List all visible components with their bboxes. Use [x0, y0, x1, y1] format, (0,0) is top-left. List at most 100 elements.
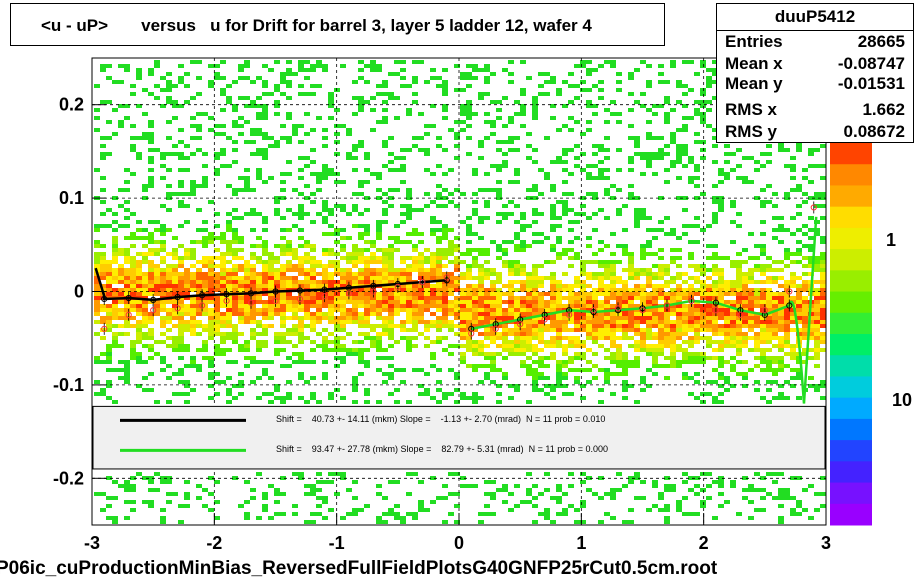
heatmap-cell [484, 316, 490, 320]
heatmap-cell [742, 372, 748, 376]
profile-point [174, 305, 181, 312]
heatmap-cell [820, 492, 826, 496]
heatmap-cell [706, 68, 712, 72]
heatmap-cell [532, 352, 538, 356]
heatmap-cell [154, 96, 160, 100]
heatmap-cell [118, 368, 124, 372]
heatmap-cell [286, 80, 292, 84]
heatmap-cell [790, 344, 796, 348]
heatmap-cell [202, 236, 208, 240]
heatmap-cell [202, 244, 208, 248]
heatmap-cell [106, 504, 112, 508]
heatmap-cell [130, 352, 136, 356]
heatmap-cell [706, 84, 712, 88]
heatmap-cell [772, 192, 778, 196]
heatmap-cell [640, 292, 646, 296]
heatmap-cell [712, 136, 718, 140]
heatmap-cell [538, 376, 544, 380]
heatmap-cell [736, 312, 742, 316]
heatmap-cell [496, 196, 502, 200]
heatmap-cell [688, 476, 694, 480]
heatmap-cell [526, 492, 532, 496]
heatmap-cell [412, 312, 418, 316]
heatmap-cell [658, 284, 664, 288]
heatmap-cell [400, 296, 406, 300]
heatmap-cell [448, 312, 454, 316]
heatmap-cell [214, 300, 220, 304]
heatmap-cell [262, 104, 268, 108]
heatmap-cell [694, 132, 700, 136]
heatmap-cell [418, 288, 424, 292]
heatmap-cell [178, 128, 184, 132]
heatmap-cell [346, 308, 352, 312]
heatmap-cell [820, 236, 826, 240]
heatmap-cell [646, 268, 652, 272]
heatmap-cell [724, 160, 730, 164]
heatmap-cell [520, 92, 526, 96]
heatmap-cell [166, 72, 172, 76]
heatmap-cell [628, 476, 634, 480]
heatmap-cell [508, 332, 514, 336]
heatmap-cell [454, 472, 460, 476]
heatmap-cell [382, 296, 388, 300]
heatmap-cell [136, 136, 142, 140]
heatmap-cell [712, 288, 718, 292]
heatmap-cell [466, 344, 472, 348]
heatmap-cell [580, 284, 586, 288]
heatmap-cell [814, 340, 820, 344]
heatmap-cell [172, 248, 178, 252]
heatmap-cell [202, 300, 208, 304]
heatmap-cell [418, 240, 424, 244]
heatmap-cell [610, 284, 616, 288]
heatmap-cell [190, 264, 196, 268]
heatmap-cell [454, 204, 460, 208]
heatmap-cell [244, 516, 250, 520]
heatmap-cell [280, 136, 286, 140]
heatmap-cell [238, 504, 244, 508]
heatmap-cell [790, 496, 796, 500]
heatmap-cell [196, 76, 202, 80]
heatmap-cell [376, 188, 382, 192]
heatmap-cell [814, 320, 820, 324]
heatmap-cell [226, 296, 232, 300]
heatmap-cell [742, 280, 748, 284]
heatmap-cell [256, 112, 262, 116]
heatmap-cell [412, 292, 418, 296]
heatmap-cell [508, 508, 514, 512]
heatmap-cell [754, 340, 760, 344]
heatmap-cell [304, 492, 310, 496]
heatmap-cell [664, 280, 670, 284]
heatmap-cell [574, 84, 580, 88]
heatmap-cell [118, 272, 124, 276]
profile-point [639, 307, 646, 314]
heatmap-cell [664, 504, 670, 508]
heatmap-cell [400, 164, 406, 168]
heatmap-cell [580, 324, 586, 328]
heatmap-cell [772, 368, 778, 372]
heatmap-cell [784, 292, 790, 296]
heatmap-cell [742, 312, 748, 316]
heatmap-cell [280, 300, 286, 304]
heatmap-cell [640, 332, 646, 336]
heatmap-cell [490, 340, 496, 344]
heatmap-cell [532, 296, 538, 300]
heatmap-cell [748, 516, 754, 520]
heatmap-cell [160, 228, 166, 232]
heatmap-cell [262, 108, 268, 112]
heatmap-cell [652, 336, 658, 340]
heatmap-cell [250, 208, 256, 212]
heatmap-cell [94, 308, 100, 312]
heatmap-cell [472, 68, 478, 72]
palette-swatch [830, 503, 872, 526]
heatmap-cell [112, 260, 118, 264]
heatmap-cell [718, 360, 724, 364]
heatmap-cell [694, 196, 700, 200]
heatmap-cell [784, 492, 790, 496]
heatmap-cell [262, 360, 268, 364]
heatmap-cell [250, 284, 256, 288]
heatmap-cell [178, 184, 184, 188]
heatmap-cell [814, 348, 820, 352]
heatmap-cell [352, 168, 358, 172]
heatmap-cell [190, 96, 196, 100]
heatmap-cell [436, 328, 442, 332]
